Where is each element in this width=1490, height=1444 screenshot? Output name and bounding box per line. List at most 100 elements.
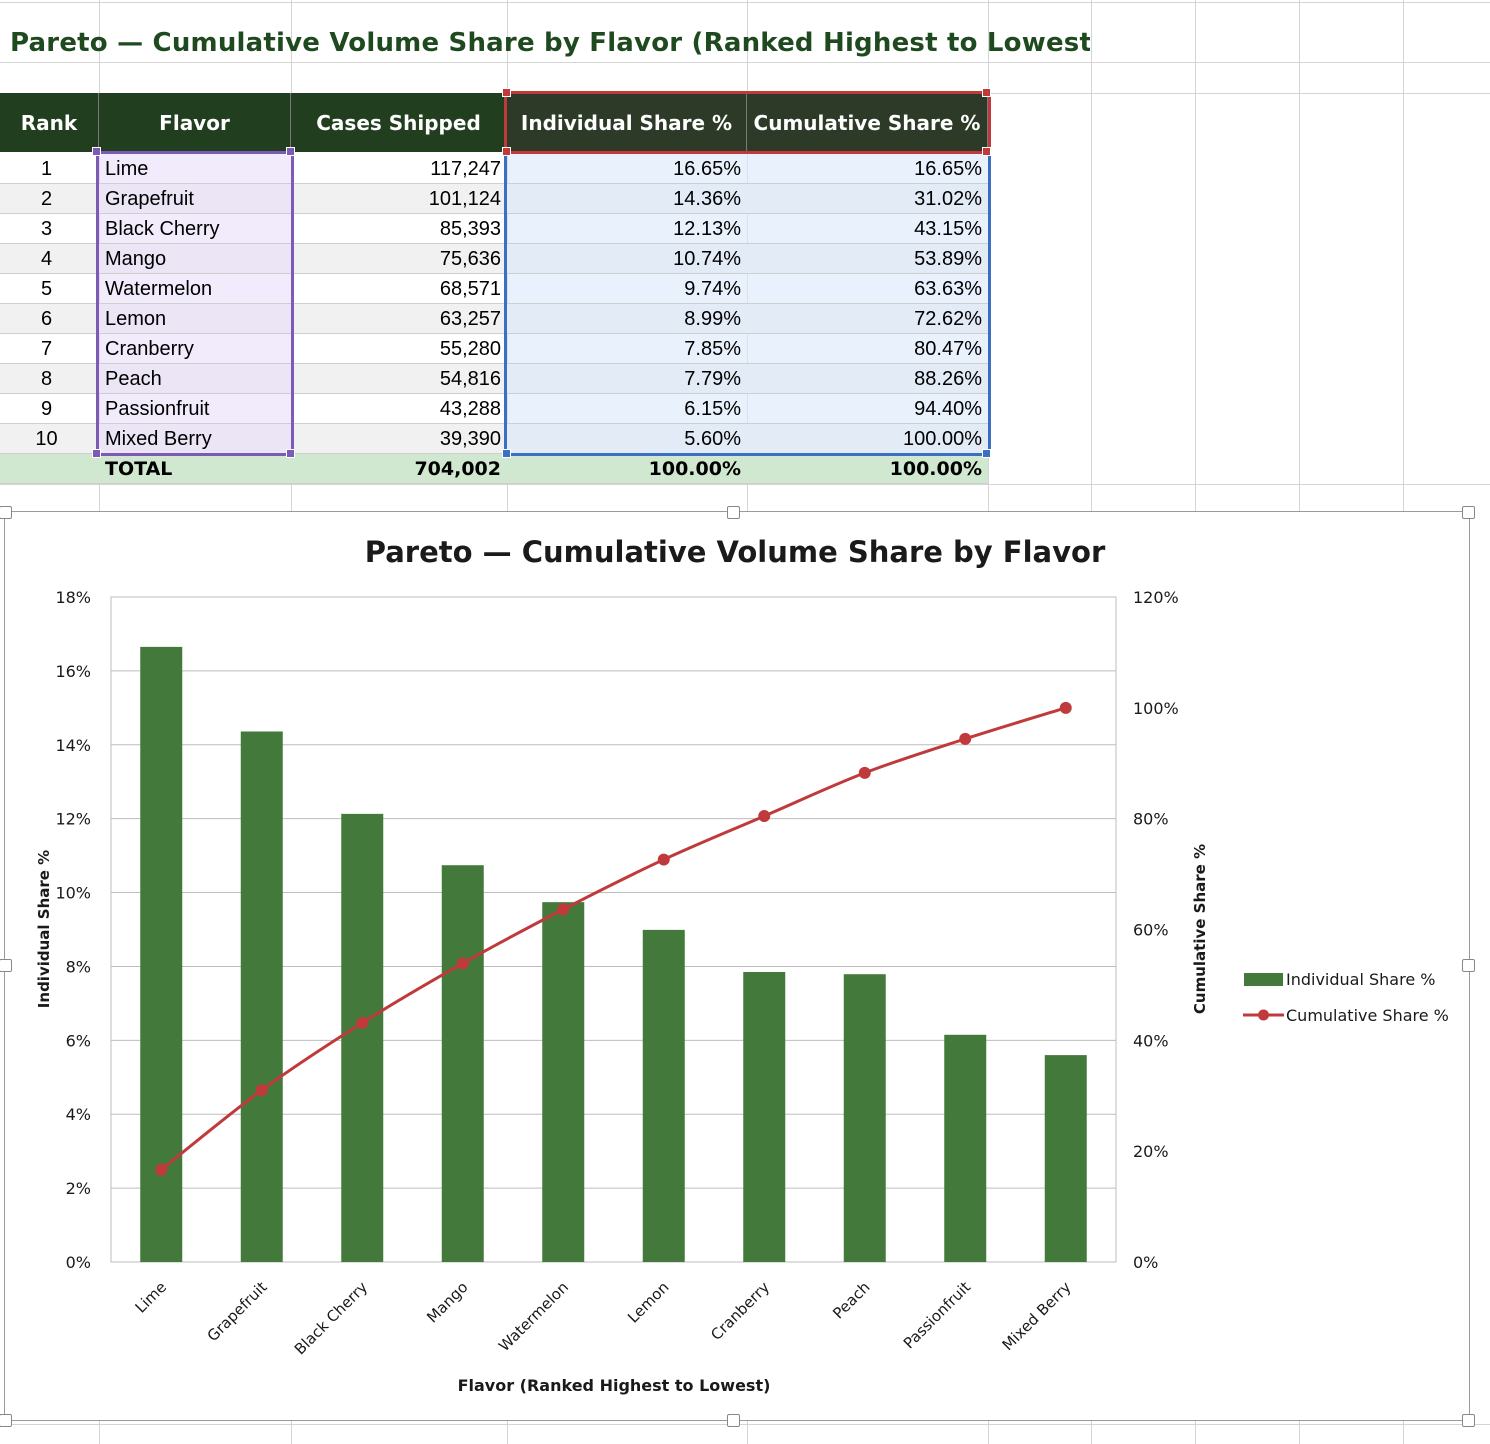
cell-individual-share[interactable]: 14.36% (507, 184, 747, 214)
cell-individual-share[interactable]: 5.60% (507, 424, 747, 454)
selection-handle[interactable] (502, 147, 511, 156)
selection-handle[interactable] (982, 147, 991, 156)
cell-flavor[interactable]: Peach (99, 364, 291, 394)
header-flavor[interactable]: Flavor (99, 93, 291, 152)
cell-flavor[interactable]: Lemon (99, 304, 291, 334)
cell-rank[interactable]: 3 (0, 214, 99, 244)
cell-cumulative-share[interactable]: 80.47% (747, 334, 988, 364)
cell-flavor[interactable]: Cranberry (99, 334, 291, 364)
cell-flavor[interactable]: Grapefruit (99, 184, 291, 214)
cell-cumulative-share[interactable]: 31.02% (747, 184, 988, 214)
cell-cumulative-share[interactable]: 53.89% (747, 244, 988, 274)
chart-title: Pareto — Cumulative Volume Share by Flav… (365, 535, 1106, 569)
cell-individual-share[interactable]: 8.99% (507, 304, 747, 334)
cell-rank[interactable]: 5 (0, 274, 99, 304)
cell-flavor[interactable]: Passionfruit (99, 394, 291, 424)
bar-mango (441, 865, 484, 1262)
cell-rank[interactable]: 10 (0, 424, 99, 454)
cumulative-point-lime (155, 1163, 168, 1176)
selection-handle[interactable] (286, 449, 295, 458)
chart-resize-handle[interactable] (0, 506, 12, 519)
table-row: 2 Grapefruit 101,124 14.36% 31.02% (0, 184, 988, 214)
y-axis-left-tick-label: 0% (66, 1253, 91, 1272)
selection-handle[interactable] (92, 449, 101, 458)
y-axis-left-title: Individual Share % (35, 850, 53, 1008)
cell-cases[interactable]: 54,816 (291, 364, 507, 394)
cell-cases[interactable]: 63,257 (291, 304, 507, 334)
cell-cases[interactable]: 55,280 (291, 334, 507, 364)
x-axis-tick-label: Grapefruit (204, 1278, 271, 1345)
selection-handle[interactable] (286, 147, 295, 156)
header-individual-share[interactable]: Individual Share % (507, 93, 747, 152)
cell-individual-share[interactable]: 10.74% (507, 244, 747, 274)
total-row: TOTAL 704,002 100.00% 100.00% (0, 454, 988, 484)
cumulative-point-lemon (657, 853, 670, 866)
header-rank[interactable]: Rank (0, 93, 99, 152)
x-axis-tick-label: Watermelon (495, 1278, 572, 1355)
cell-rank[interactable]: 6 (0, 304, 99, 334)
cell-cases[interactable]: 85,393 (291, 214, 507, 244)
cell-flavor[interactable]: Black Cherry (99, 214, 291, 244)
cell-cases[interactable]: 39,390 (291, 424, 507, 454)
cell-rank[interactable]: 1 (0, 154, 99, 184)
chart-resize-handle[interactable] (1462, 1414, 1475, 1427)
y-axis-left-tick-label: 16% (55, 662, 91, 681)
cell-individual-share[interactable]: 7.79% (507, 364, 747, 394)
table-row: 8 Peach 54,816 7.79% 88.26% (0, 364, 988, 394)
cell-cumulative-share[interactable]: 88.26% (747, 364, 988, 394)
total-cases[interactable]: 704,002 (291, 454, 507, 484)
cell-cumulative-share[interactable]: 94.40% (747, 394, 988, 424)
chart-resize-handle[interactable] (0, 959, 12, 972)
cumulative-point-mango (456, 957, 469, 970)
sheet-title[interactable]: Pareto — Cumulative Volume Share by Flav… (10, 28, 1090, 58)
x-axis-title: Flavor (Ranked Highest to Lowest) (458, 1376, 771, 1395)
cell-rank[interactable]: 9 (0, 394, 99, 424)
cell-cases[interactable]: 117,247 (291, 154, 507, 184)
cell-individual-share[interactable]: 16.65% (507, 154, 747, 184)
cell-rank[interactable]: 7 (0, 334, 99, 364)
cell-rank[interactable]: 4 (0, 244, 99, 274)
pareto-chart[interactable]: Pareto — Cumulative Volume Share by Flav… (0, 506, 1475, 1427)
chart-resize-handle[interactable] (0, 1414, 12, 1427)
total-label[interactable]: TOTAL (99, 454, 291, 484)
cell-cases[interactable]: 75,636 (291, 244, 507, 274)
header-cases-shipped[interactable]: Cases Shipped (291, 93, 507, 152)
y-axis-right-tick-label: 60% (1133, 921, 1169, 940)
cell-flavor[interactable]: Watermelon (99, 274, 291, 304)
chart-resize-handle[interactable] (727, 506, 740, 519)
chart-resize-handle[interactable] (1462, 959, 1475, 972)
cell-rank[interactable]: 2 (0, 184, 99, 214)
header-cumulative-share[interactable]: Cumulative Share % (747, 93, 988, 152)
cell-cumulative-share[interactable]: 100.00% (747, 424, 988, 454)
cell-cumulative-share[interactable]: 63.63% (747, 274, 988, 304)
selection-handle[interactable] (502, 88, 511, 97)
table-row: 9 Passionfruit 43,288 6.15% 94.40% (0, 394, 988, 424)
cell-flavor[interactable]: Mango (99, 244, 291, 274)
total-individual-share[interactable]: 100.00% (507, 454, 747, 484)
cell-cumulative-share[interactable]: 43.15% (747, 214, 988, 244)
cell-cumulative-share[interactable]: 16.65% (747, 154, 988, 184)
bar-peach (843, 974, 886, 1262)
cell-individual-share[interactable]: 7.85% (507, 334, 747, 364)
y-axis-left-tick-label: 2% (66, 1179, 91, 1198)
cell-cases[interactable]: 101,124 (291, 184, 507, 214)
cumulative-point-mixed-berry (1059, 701, 1072, 714)
chart-resize-handle[interactable] (727, 1414, 740, 1427)
total-cumulative-share[interactable]: 100.00% (747, 454, 988, 484)
selection-handle[interactable] (982, 449, 991, 458)
cell-cases[interactable]: 68,571 (291, 274, 507, 304)
selection-handle[interactable] (502, 449, 511, 458)
cell-cases[interactable]: 43,288 (291, 394, 507, 424)
selection-handle[interactable] (92, 147, 101, 156)
chart-legend[interactable]: Individual Share % Cumulative Share % (1243, 970, 1449, 1025)
cell-flavor[interactable]: Mixed Berry (99, 424, 291, 454)
cell-individual-share[interactable]: 12.13% (507, 214, 747, 244)
cell-individual-share[interactable]: 9.74% (507, 274, 747, 304)
cell-cumulative-share[interactable]: 72.62% (747, 304, 988, 334)
cell-rank[interactable] (0, 454, 99, 484)
cell-rank[interactable]: 8 (0, 364, 99, 394)
cell-individual-share[interactable]: 6.15% (507, 394, 747, 424)
cell-flavor[interactable]: Lime (99, 154, 291, 184)
chart-resize-handle[interactable] (1462, 506, 1475, 519)
selection-handle[interactable] (982, 88, 991, 97)
